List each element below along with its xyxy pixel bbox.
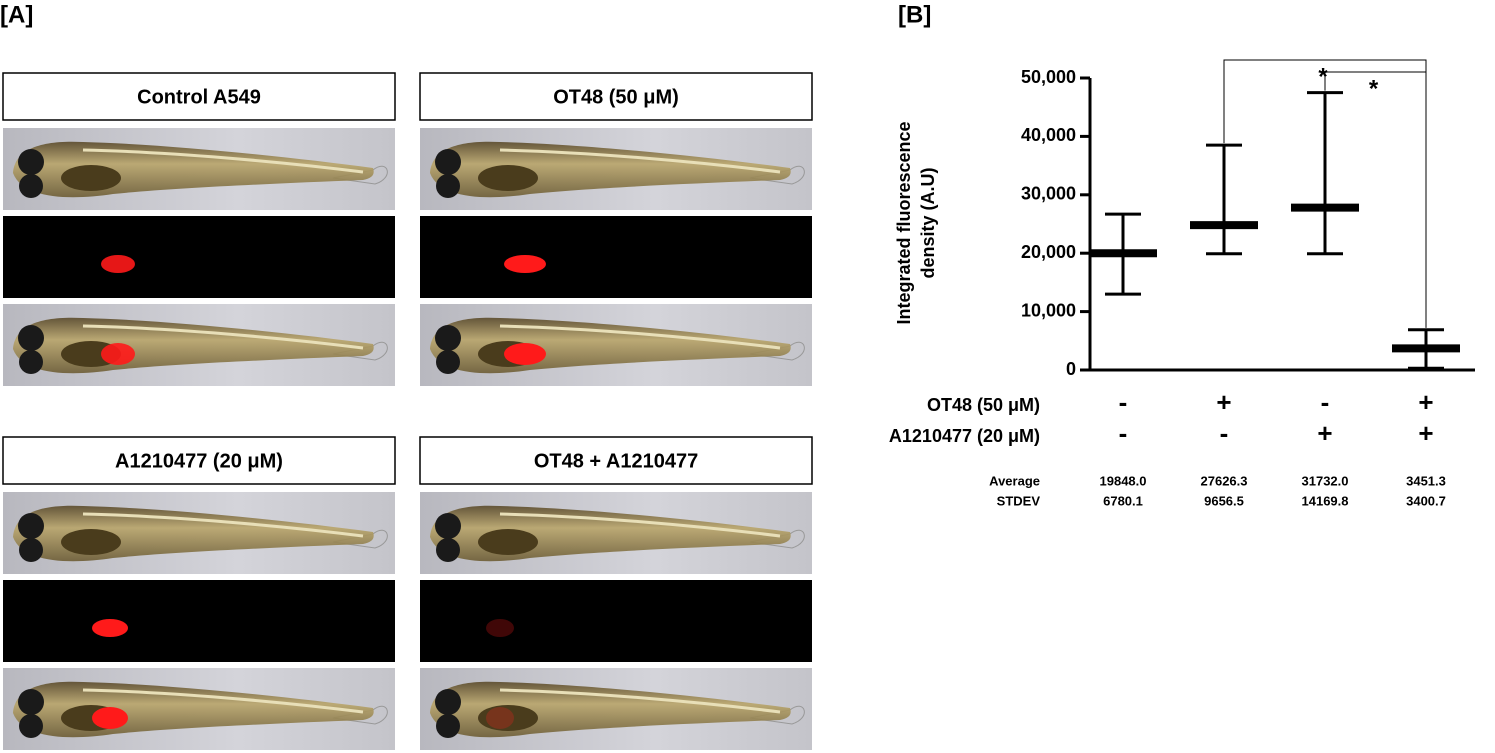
stats-label: STDEV xyxy=(997,493,1041,508)
stats-value: 9656.5 xyxy=(1204,493,1244,508)
stats-value: 3400.7 xyxy=(1406,493,1446,508)
stats-value: 3451.3 xyxy=(1406,473,1446,488)
red-merge xyxy=(101,343,135,365)
chart: [B] 0 10,000 20,000 30,000 40,000 50,000 Integr… xyxy=(889,1,1475,508)
merge xyxy=(420,304,812,386)
condition-sign: + xyxy=(1216,387,1231,417)
condition-sign: - xyxy=(1119,418,1128,448)
y-axis-label: Integrated fluorescence xyxy=(894,121,914,324)
significance-star: * xyxy=(1318,63,1328,90)
condition-label: OT48 (50 μM) xyxy=(927,395,1040,415)
bright-field xyxy=(3,492,395,574)
bright-field xyxy=(420,492,812,574)
red-merge xyxy=(486,707,514,729)
fluorescence xyxy=(420,216,812,298)
y-tick-label: 20,000 xyxy=(1021,242,1076,262)
panel-title: A1210477 (20 μM) xyxy=(115,450,283,472)
panel-title: Control A549 xyxy=(137,86,261,108)
bright-field xyxy=(3,128,395,210)
red-signal xyxy=(504,255,546,273)
condition-sign: + xyxy=(1317,418,1332,448)
stats-label: Average xyxy=(989,473,1040,488)
panel-label: [A] xyxy=(0,1,33,28)
stats-value: 6780.1 xyxy=(1103,493,1143,508)
red-signal xyxy=(486,619,514,637)
y-tick-label: 10,000 xyxy=(1021,300,1076,320)
panel-label: [B] xyxy=(898,1,931,28)
stats-value: 27626.3 xyxy=(1201,473,1248,488)
stats-value: 19848.0 xyxy=(1100,473,1147,488)
condition-sign: + xyxy=(1418,387,1433,417)
fluorescence xyxy=(3,580,395,662)
significance-bracket xyxy=(1324,71,1427,328)
significance-star: * xyxy=(1369,75,1379,102)
red-merge xyxy=(504,343,546,365)
y-axis-label: density (A.U) xyxy=(918,167,938,278)
fluorescence xyxy=(3,216,395,298)
bright-field xyxy=(420,128,812,210)
title-box xyxy=(2,436,396,485)
merge xyxy=(3,668,395,750)
panel-title: OT48 (50 μM) xyxy=(553,86,679,108)
y-tick-label: 50,000 xyxy=(1021,67,1076,87)
red-merge xyxy=(92,707,128,729)
condition-sign: - xyxy=(1220,418,1229,448)
fluorescence xyxy=(420,580,812,662)
merge xyxy=(420,668,812,750)
y-tick-label: 0 xyxy=(1066,359,1076,379)
y-tick-label: 30,000 xyxy=(1021,184,1076,204)
red-signal xyxy=(101,255,135,273)
panel-title: OT48 + A1210477 xyxy=(534,450,698,472)
stats-value: 14169.8 xyxy=(1302,493,1349,508)
title-box xyxy=(419,72,813,121)
condition-sign: + xyxy=(1418,418,1433,448)
panel-a: Control A549 OT48 (50 μM) A1210477 (20 μM)… xyxy=(2,72,813,750)
y-tick-label: 40,000 xyxy=(1021,125,1076,145)
condition-label: A1210477 (20 μM) xyxy=(889,426,1040,446)
title-box xyxy=(419,436,813,485)
stats-value: 31732.0 xyxy=(1302,473,1349,488)
merge xyxy=(3,304,395,386)
title-box xyxy=(2,72,396,121)
condition-sign: - xyxy=(1321,387,1330,417)
red-signal xyxy=(92,619,128,637)
condition-sign: - xyxy=(1119,387,1128,417)
